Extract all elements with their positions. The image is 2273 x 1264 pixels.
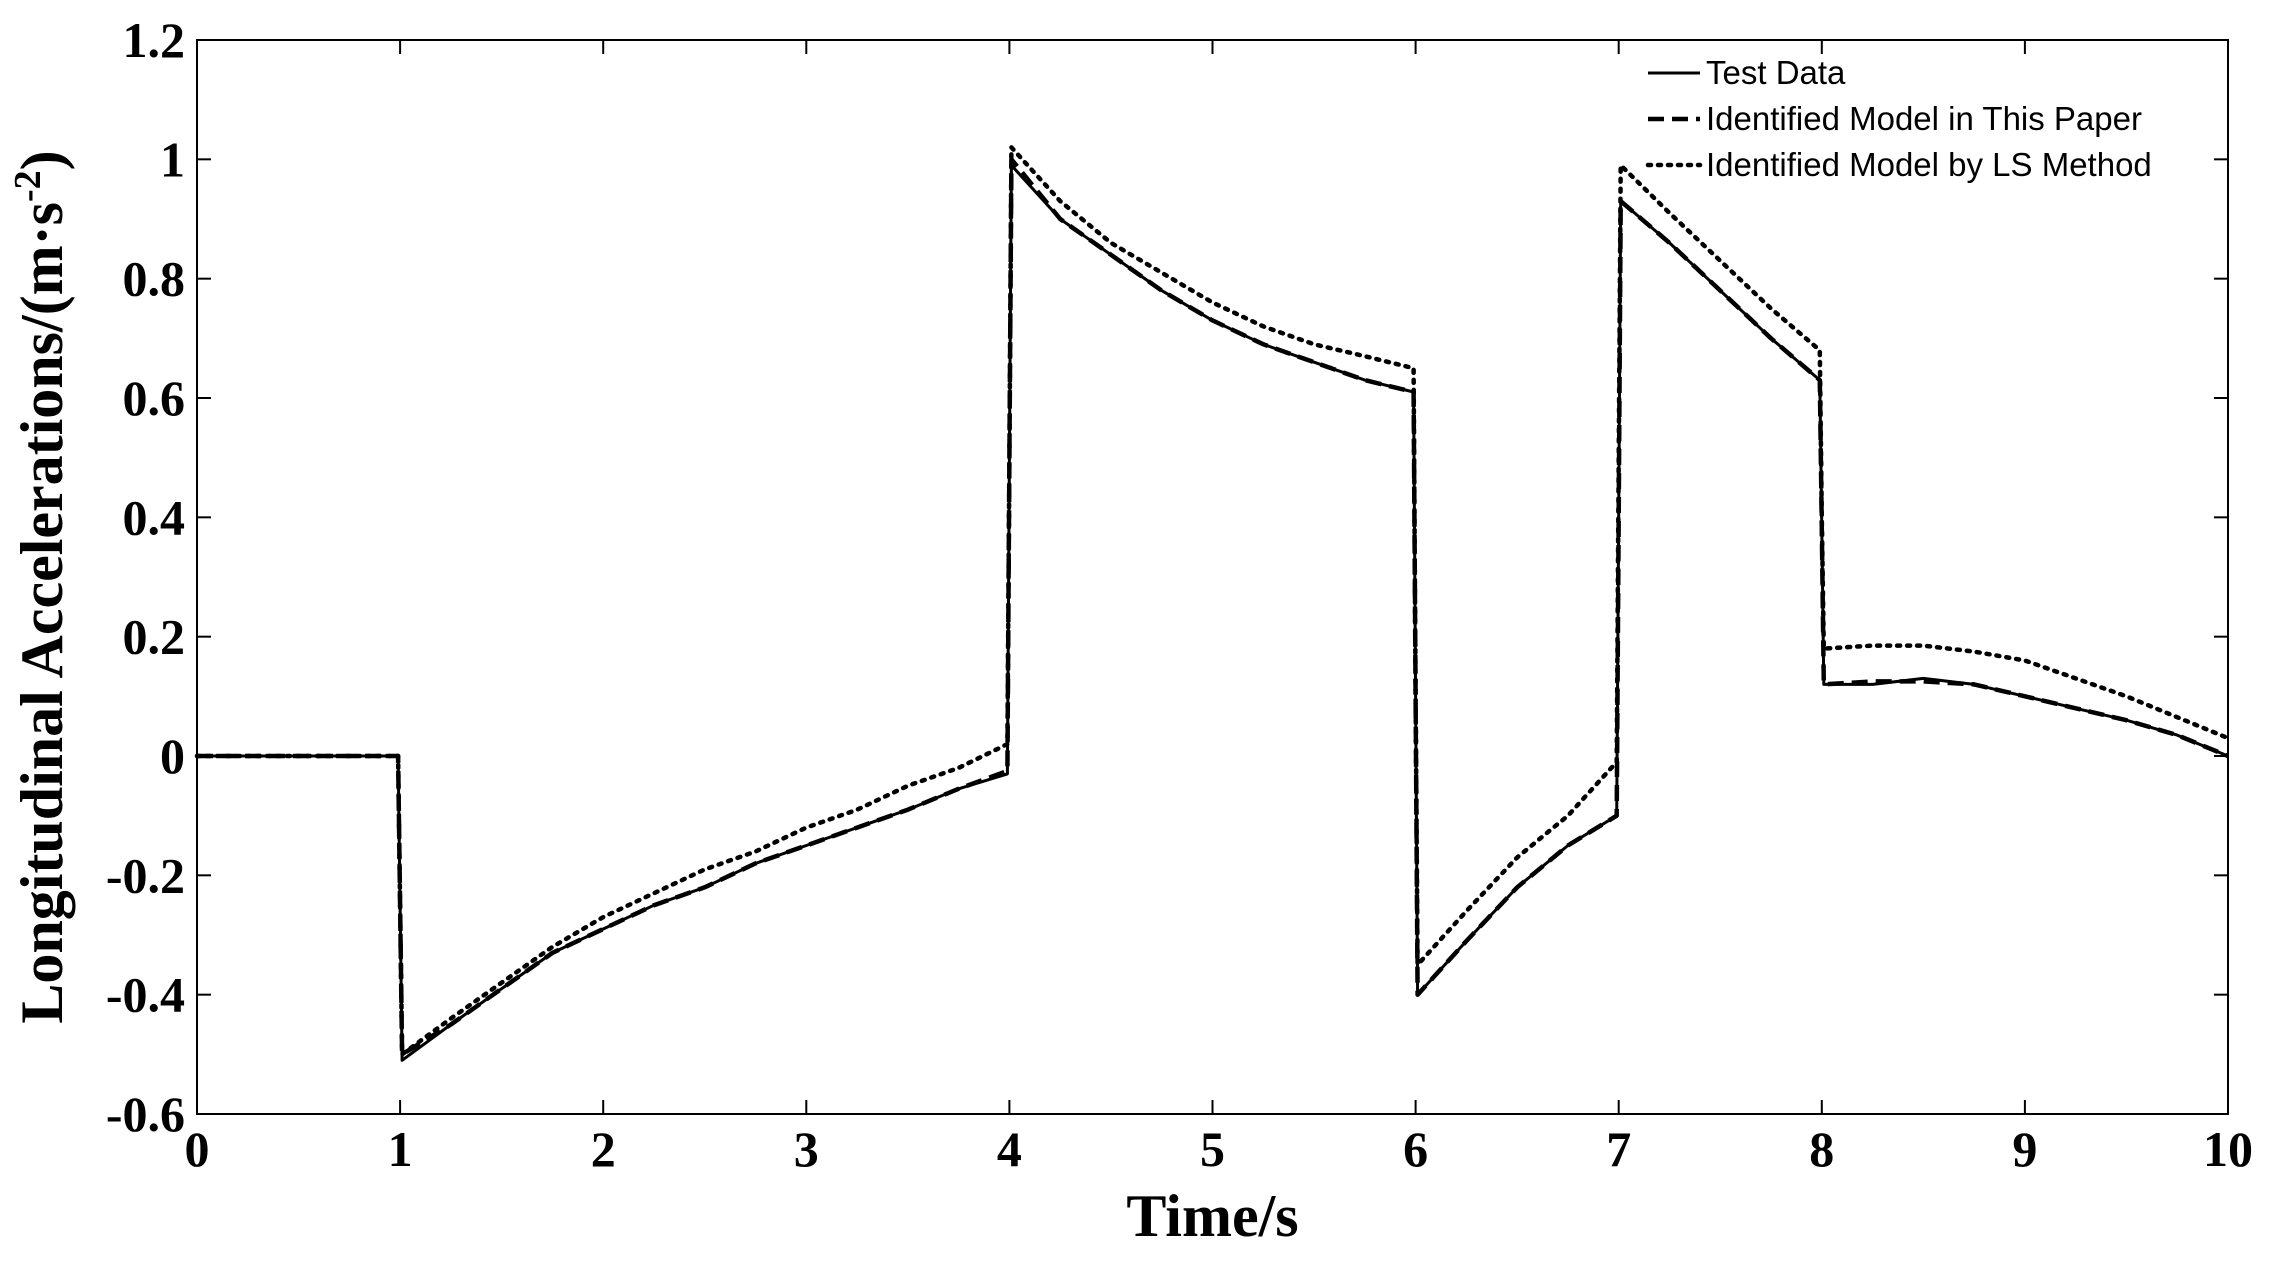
- series-layer: [194, 145, 2231, 1062]
- y-tick-label: 0.8: [123, 251, 186, 307]
- y-tick-label: 1.2: [123, 12, 186, 68]
- series-line-1: [197, 163, 2229, 1062]
- y-tick-label: -0.6: [106, 1086, 185, 1142]
- x-tick-label: 6: [1403, 1121, 1428, 1177]
- y-axis-title: Longitudinal Accelerations/(m·s-2): [7, 150, 75, 1023]
- y-tick-label: 0.4: [123, 489, 186, 545]
- series-line-3: [194, 145, 2231, 1057]
- y-tick-label: 1: [160, 131, 185, 187]
- ticks-layer: 0 1 2 3 4 5 6 7 8 9 10 -0.6 -0.4 -0.2 0 0.2 0.4 0.6 0.8 1 1.…: [106, 12, 2253, 1177]
- y-tick-label: 0.6: [123, 370, 186, 426]
- x-tick-label: 10: [2203, 1121, 2253, 1177]
- legend-label-3: Identified Model by LS Method: [1706, 146, 2152, 183]
- x-tick-label: 9: [2012, 1121, 2037, 1177]
- y-tick-label: -0.2: [106, 847, 185, 903]
- x-tick-label: 4: [997, 1121, 1022, 1177]
- x-tick-label: 5: [1200, 1121, 1225, 1177]
- y-tick-label: -0.4: [106, 967, 185, 1023]
- y-axis-title-close: ): [9, 150, 75, 170]
- x-tick-label: 1: [388, 1121, 413, 1177]
- y-tick-label: 0.2: [123, 609, 186, 665]
- x-tick-label: 2: [591, 1121, 616, 1177]
- plot-area-border: [196, 39, 2229, 1115]
- legend-label-1: Test Data: [1706, 54, 1846, 91]
- series-line-2: [197, 157, 2229, 1057]
- y-tick-label: 0: [160, 728, 185, 784]
- legend: Test Data Identified Model in This Paper I…: [1645, 54, 2152, 183]
- y-axis-title-main: Longitudinal Accelerations/(m·s: [9, 202, 75, 1024]
- x-axis-title: Time/s: [1126, 1183, 1298, 1249]
- x-tick-label: 7: [1606, 1121, 1631, 1177]
- legend-label-2: Identified Model in This Paper: [1706, 100, 2142, 137]
- plot-frame: [196, 39, 2229, 1115]
- y-axis-title-superscript: -2: [7, 170, 49, 202]
- x-tick-label: 3: [794, 1121, 819, 1177]
- x-tick-label: 8: [1809, 1121, 1834, 1177]
- x-tick-label: 0: [185, 1121, 210, 1177]
